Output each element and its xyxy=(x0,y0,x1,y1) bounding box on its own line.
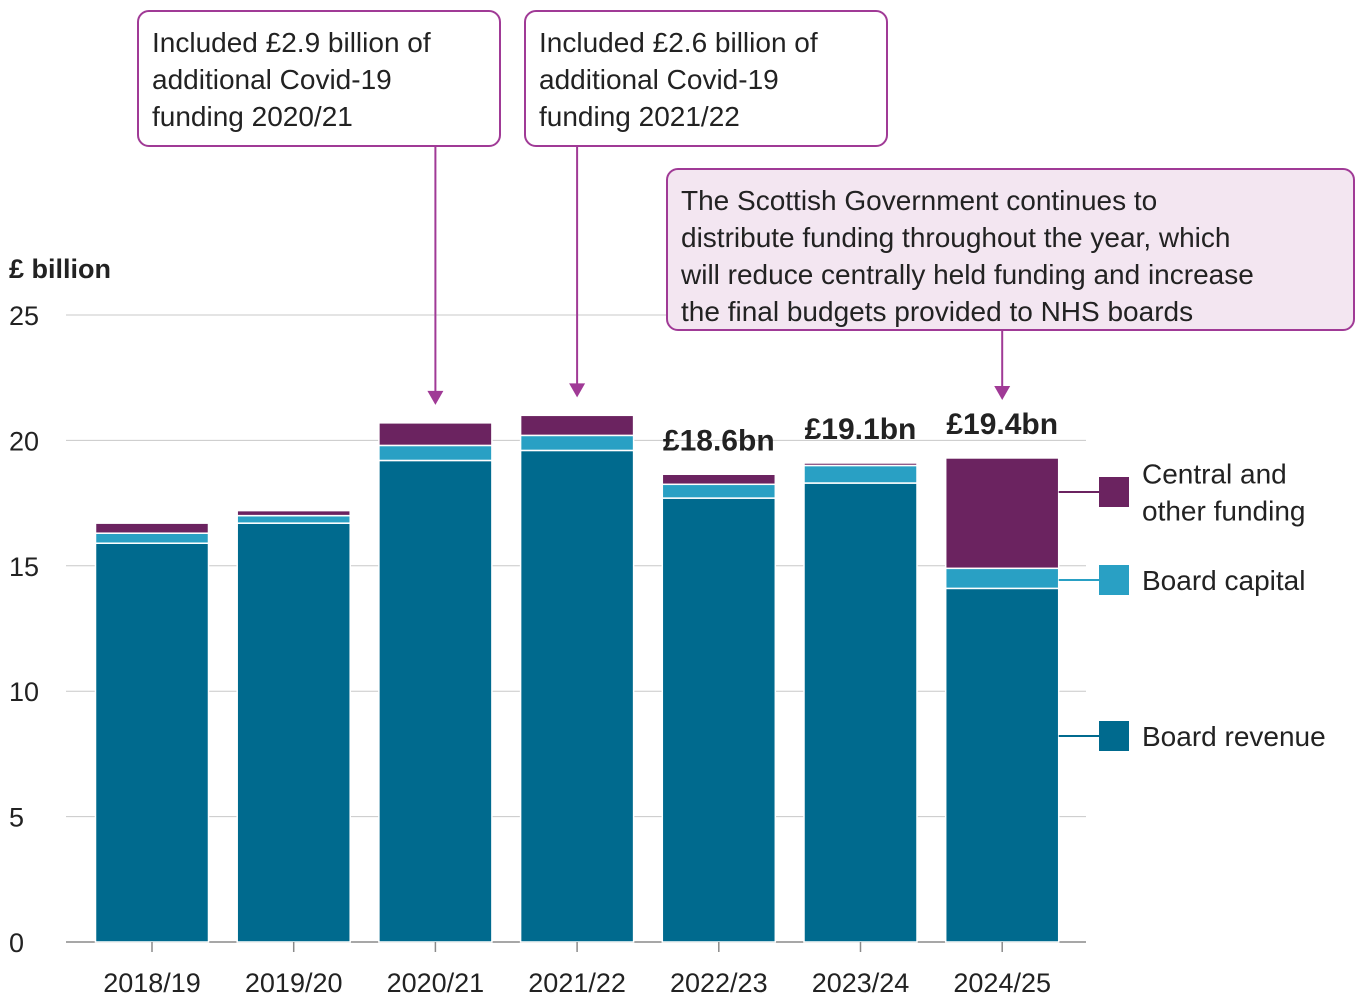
x-tick-label-2019-20: 2019/20 xyxy=(245,968,343,998)
bar-board-capital-2022-23 xyxy=(661,483,777,499)
y-tick-label-10: 10 xyxy=(9,677,39,707)
bar-board-capital-2023-24 xyxy=(803,464,918,484)
bar-central-and-other-funding-2024-25 xyxy=(944,457,1060,570)
annotation-2024-25-line-4: the final budgets provided to NHS boards xyxy=(681,296,1194,327)
total-labels: £18.6bn £19.1bn £19.4bn xyxy=(663,408,1058,457)
x-tick-label-2020-21: 2020/21 xyxy=(387,968,485,998)
annotation-2021-22-line-1: Included £2.6 billion of xyxy=(539,27,818,58)
annotation-arrowhead-2020-21 xyxy=(427,390,444,405)
annotation-2024-25-line-1: The Scottish Government continues to xyxy=(681,185,1158,216)
x-axis-ticks: 2018/19 2019/20 2020/21 2021/22 2022/23 2023/… xyxy=(103,942,1051,998)
annotation-arrows xyxy=(427,147,1011,405)
total-label-2023-24: £19.1bn xyxy=(805,413,917,446)
bar-board-revenue-2024-25 xyxy=(944,587,1060,943)
bar-board-revenue-2020-21 xyxy=(378,459,493,943)
bar-central-and-other-funding-2021-22 xyxy=(519,414,635,437)
bar-central-and-other-funding-2019-20 xyxy=(236,509,351,517)
annotation-2021-22-line-3: funding 2021/22 xyxy=(539,101,740,132)
bar-board-capital-2018-19 xyxy=(94,532,210,544)
bar-central-and-other-funding-2018-19 xyxy=(94,522,210,534)
total-label-2024-25: £19.4bn xyxy=(946,408,1058,441)
bar-board-revenue-2019-20 xyxy=(236,522,351,943)
legend-swatch-board-capital xyxy=(1099,565,1129,595)
legend-swatch-board-revenue xyxy=(1099,721,1129,751)
x-tick-label-2022-23: 2022/23 xyxy=(670,968,768,998)
annotation-2024-25-line-2: distribute funding throughout the year, … xyxy=(681,222,1231,253)
bar-central-and-other-funding-2023-24 xyxy=(803,462,918,467)
bar-board-capital-2024-25 xyxy=(944,567,1060,590)
bar-board-capital-2019-20 xyxy=(236,514,351,524)
y-tick-label-0: 0 xyxy=(9,928,24,958)
annotation-2024-25: The Scottish Government continues to dist… xyxy=(666,168,1355,331)
x-tick-label-2018-19: 2018/19 xyxy=(103,968,201,998)
legend-label-central-and-other-funding-line-2: other funding xyxy=(1142,496,1305,527)
total-label-2022-23: £18.6bn xyxy=(663,424,775,457)
legend: Central and other funding Board capital Boa… xyxy=(1058,459,1326,752)
y-tick-label-15: 15 xyxy=(9,552,39,582)
y-tick-label-5: 5 xyxy=(9,803,24,833)
annotation-2020-21-line-1: Included £2.9 billion of xyxy=(152,27,431,58)
legend-label-board-revenue: Board revenue xyxy=(1142,721,1326,752)
annotation-2020-21: Included £2.9 billion of additional Covid… xyxy=(137,10,501,147)
x-tick-label-2023-24: 2023/24 xyxy=(812,968,910,998)
legend-label-board-capital: Board capital xyxy=(1142,565,1305,596)
bar-board-revenue-2023-24 xyxy=(803,482,918,943)
bar-board-revenue-2021-22 xyxy=(519,449,635,943)
x-tick-label-2021-22: 2021/22 xyxy=(528,968,626,998)
bars xyxy=(94,414,1060,943)
y-axis-unit-label: £ billion xyxy=(9,254,111,284)
y-tick-label-20: 20 xyxy=(9,426,39,456)
bar-board-capital-2020-21 xyxy=(378,444,493,462)
annotation-2020-21-line-3: funding 2020/21 xyxy=(152,101,353,132)
annotation-2021-22: Included £2.6 billion of additional Covid… xyxy=(524,10,888,147)
bar-board-revenue-2018-19 xyxy=(94,542,210,943)
bar-central-and-other-funding-2020-21 xyxy=(378,422,493,447)
annotation-2020-21-line-2: additional Covid-19 xyxy=(152,64,392,95)
x-tick-label-2024-25: 2024/25 xyxy=(953,968,1051,998)
legend-swatch-central-and-other-funding xyxy=(1099,477,1129,507)
annotation-arrowhead-2021-22 xyxy=(569,383,586,398)
annotation-arrowhead-2024-25 xyxy=(994,385,1011,400)
annotation-2024-25-line-3: will reduce centrally held funding and i… xyxy=(681,259,1254,290)
bar-central-and-other-funding-2022-23 xyxy=(661,473,777,486)
legend-label-central-and-other-funding-line-1: Central and xyxy=(1142,459,1287,490)
annotation-2021-22-line-2: additional Covid-19 xyxy=(539,64,779,95)
y-axis-ticks: 0 5 10 15 20 25 xyxy=(9,301,39,958)
bar-board-capital-2021-22 xyxy=(519,434,635,452)
bar-board-revenue-2022-23 xyxy=(661,497,777,943)
y-tick-label-25: 25 xyxy=(9,301,39,331)
